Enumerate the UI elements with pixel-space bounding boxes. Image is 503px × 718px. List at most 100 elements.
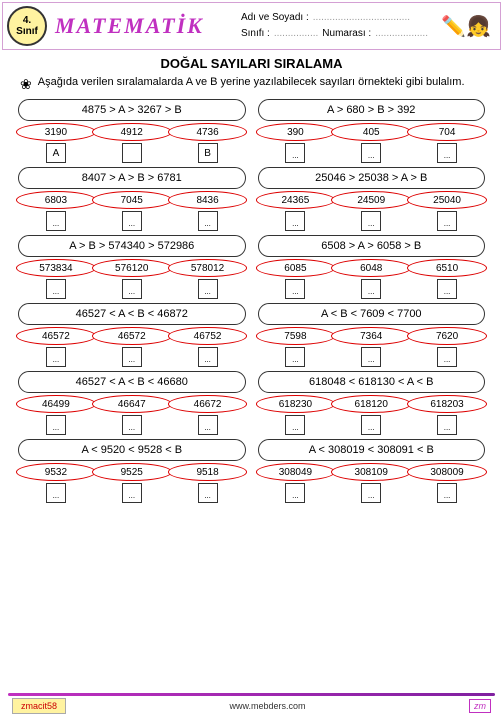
problem-grid: 4875 > A > 3267 > B3190A49124736BA > 680… [0,97,503,505]
answer-box[interactable]: ... [285,415,305,435]
option-value: 24509 [331,191,411,209]
option: 618203... [409,395,485,435]
option: 618120... [333,395,409,435]
footer: zmacit58 www.mebders.com zm [0,698,503,714]
answer-box[interactable]: ... [46,347,66,367]
problem: 25046 > 25038 > A > B24365...24509...250… [258,167,486,231]
answer-box[interactable]: ... [46,483,66,503]
option-value: 390 [256,123,336,141]
option: 46647... [94,395,170,435]
option-value: 573834 [16,259,96,277]
answer-box[interactable]: ... [437,415,457,435]
option-value: 405 [331,123,411,141]
answer-box[interactable]: ... [46,415,66,435]
header: 4. Sınıf MATEMATİK Adı ve Soyadı : .....… [2,2,501,50]
problem: A < 9520 < 9528 < B9532...9525...9518... [18,439,246,503]
student-info: Adı ve Soyadı : ........................… [233,6,436,46]
option-value: 6048 [331,259,411,277]
options-row: 573834...576120...578012... [18,259,246,299]
inequality: A < 308019 < 308091 < B [258,439,486,461]
answer-box[interactable]: ... [285,347,305,367]
answer-box[interactable]: ... [361,483,381,503]
inequality: 618048 < 618130 < A < B [258,371,486,393]
option-value: 9525 [92,463,172,481]
page-title: DOĞAL SAYILARI SIRALAMA [0,56,503,71]
answer-box[interactable]: ... [198,415,218,435]
answer-box[interactable]: ... [361,279,381,299]
option-value: 578012 [168,259,248,277]
inequality: A < 9520 < 9528 < B [18,439,246,461]
answer-box[interactable] [122,143,142,163]
answer-box[interactable]: ... [285,143,305,163]
answer-box[interactable]: ... [361,143,381,163]
option-value: 618120 [331,395,411,413]
options-row: 618230...618120...618203... [258,395,486,435]
answer-box[interactable]: ... [122,415,142,435]
answer-box[interactable]: ... [198,279,218,299]
answer-box[interactable]: ... [46,211,66,231]
answer-box[interactable]: ... [361,211,381,231]
option-value: 7045 [92,191,172,209]
answer-box[interactable]: ... [437,347,457,367]
option: 46672... [170,395,246,435]
answer-box[interactable]: ... [198,483,218,503]
option: 573834... [18,259,94,299]
option: 46572... [18,327,94,367]
answer-box[interactable]: ... [285,211,305,231]
answer-box[interactable]: ... [285,279,305,299]
answer-box[interactable]: B [198,143,218,163]
option-value: 9532 [16,463,96,481]
answer-box[interactable]: ... [437,279,457,299]
option-value: 7364 [331,327,411,345]
answer-box[interactable]: ... [46,279,66,299]
instruction-text: Aşağıda verilen sıralamalarda A ve B yer… [38,75,465,93]
footer-author: zmacit58 [12,698,66,714]
class-dots: ................ [274,26,318,42]
inequality: A < B < 7609 < 7700 [258,303,486,325]
option-value: 618230 [256,395,336,413]
problem: 618048 < 618130 < A < B618230...618120..… [258,371,486,435]
answer-box[interactable]: ... [122,211,142,231]
option-value: 8436 [168,191,248,209]
answer-box[interactable]: ... [437,211,457,231]
answer-box[interactable]: ... [361,415,381,435]
options-row: 6085...6048...6510... [258,259,486,299]
answer-box[interactable]: A [46,143,66,163]
answer-box[interactable]: ... [198,211,218,231]
answer-box[interactable]: ... [122,347,142,367]
grade-label: Sınıf [16,26,38,37]
name-dots: ................................... [313,10,410,26]
inequality: 46527 < A < B < 46680 [18,371,246,393]
answer-box[interactable]: ... [285,483,305,503]
option: 3190A [18,123,94,163]
footer-logo: zm [469,699,491,713]
answer-box[interactable]: ... [122,483,142,503]
inequality: 46527 < A < B < 46872 [18,303,246,325]
option-value: 46499 [16,395,96,413]
option: 24509... [333,191,409,231]
answer-box[interactable]: ... [198,347,218,367]
problem: 46527 < A < B < 4668046499...46647...466… [18,371,246,435]
answer-box[interactable]: ... [437,483,457,503]
problem: 46527 < A < B < 4687246572...46572...467… [18,303,246,367]
answer-box[interactable]: ... [361,347,381,367]
answer-box[interactable]: ... [122,279,142,299]
option: 618230... [258,395,334,435]
option: 4912 [94,123,170,163]
options-row: 46572...46572...46752... [18,327,246,367]
flower-icon: ❀ [20,75,32,93]
number-label: Numarası : [322,26,371,42]
option: 4736B [170,123,246,163]
subject-title: MATEMATİK [55,13,204,39]
option: 9525... [94,463,170,503]
option-value: 308109 [331,463,411,481]
option-value: 6085 [256,259,336,277]
option: 9518... [170,463,246,503]
answer-box[interactable]: ... [437,143,457,163]
option: 704... [409,123,485,163]
problem: A < B < 7609 < 77007598...7364...7620... [258,303,486,367]
option: 6085... [258,259,334,299]
option: 308009... [409,463,485,503]
inequality: A > B > 574340 > 572986 [18,235,246,257]
option-value: 4912 [92,123,172,141]
